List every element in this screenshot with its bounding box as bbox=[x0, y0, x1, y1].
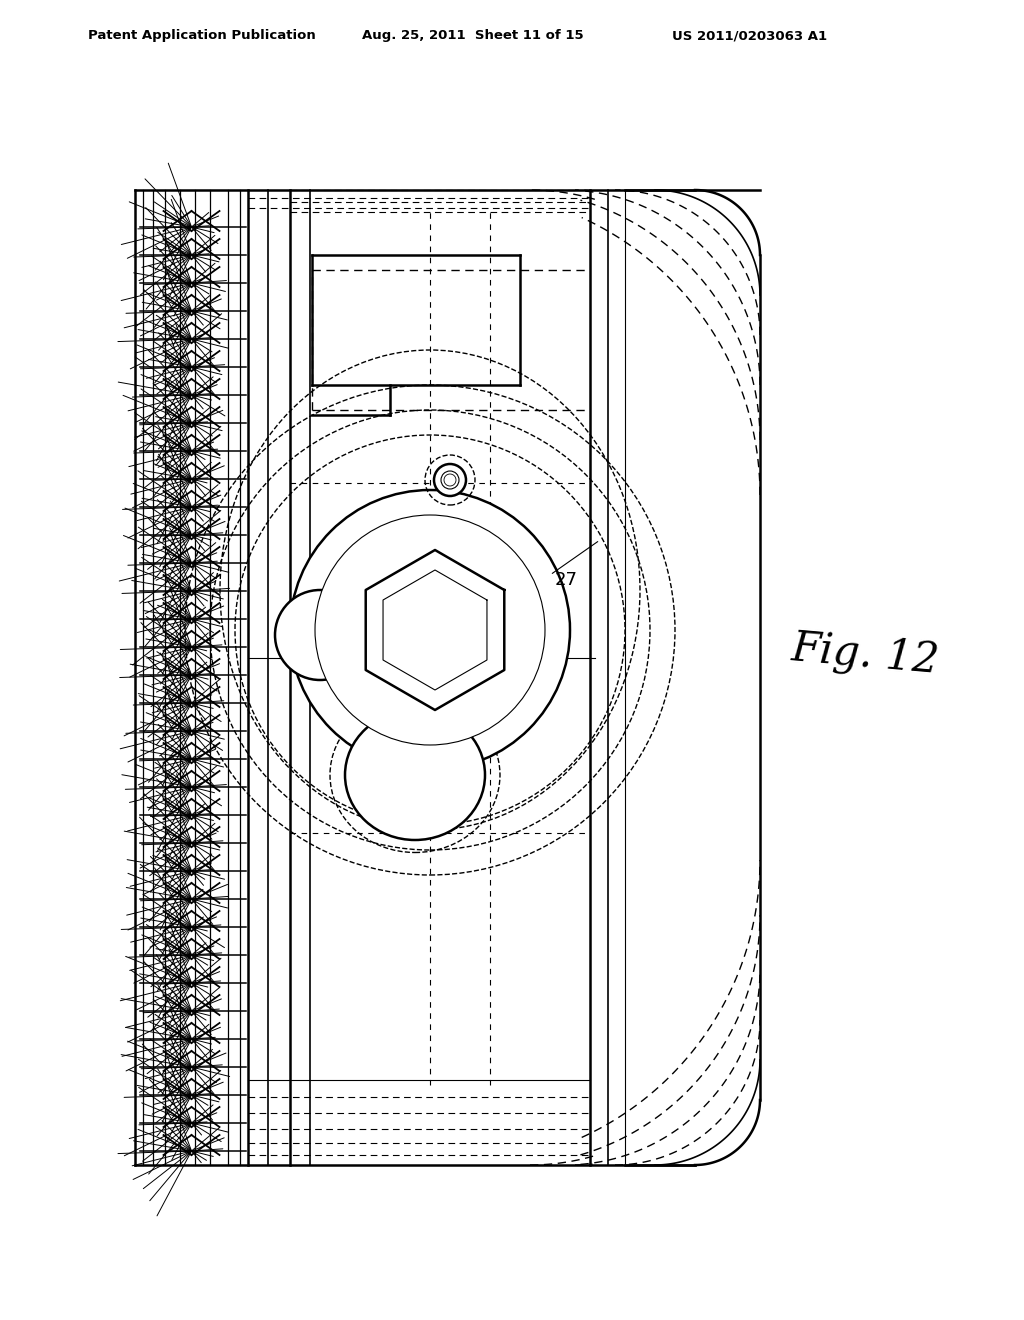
Text: US 2011/0203063 A1: US 2011/0203063 A1 bbox=[672, 29, 827, 42]
Circle shape bbox=[441, 471, 459, 488]
Circle shape bbox=[275, 590, 365, 680]
Text: Aug. 25, 2011  Sheet 11 of 15: Aug. 25, 2011 Sheet 11 of 15 bbox=[362, 29, 584, 42]
Text: Fig. 12: Fig. 12 bbox=[790, 627, 941, 682]
Circle shape bbox=[444, 474, 456, 486]
Text: 27: 27 bbox=[555, 572, 578, 589]
Circle shape bbox=[290, 490, 570, 770]
Text: Patent Application Publication: Patent Application Publication bbox=[88, 29, 315, 42]
Circle shape bbox=[315, 515, 545, 744]
Circle shape bbox=[434, 465, 466, 496]
Ellipse shape bbox=[345, 710, 485, 840]
